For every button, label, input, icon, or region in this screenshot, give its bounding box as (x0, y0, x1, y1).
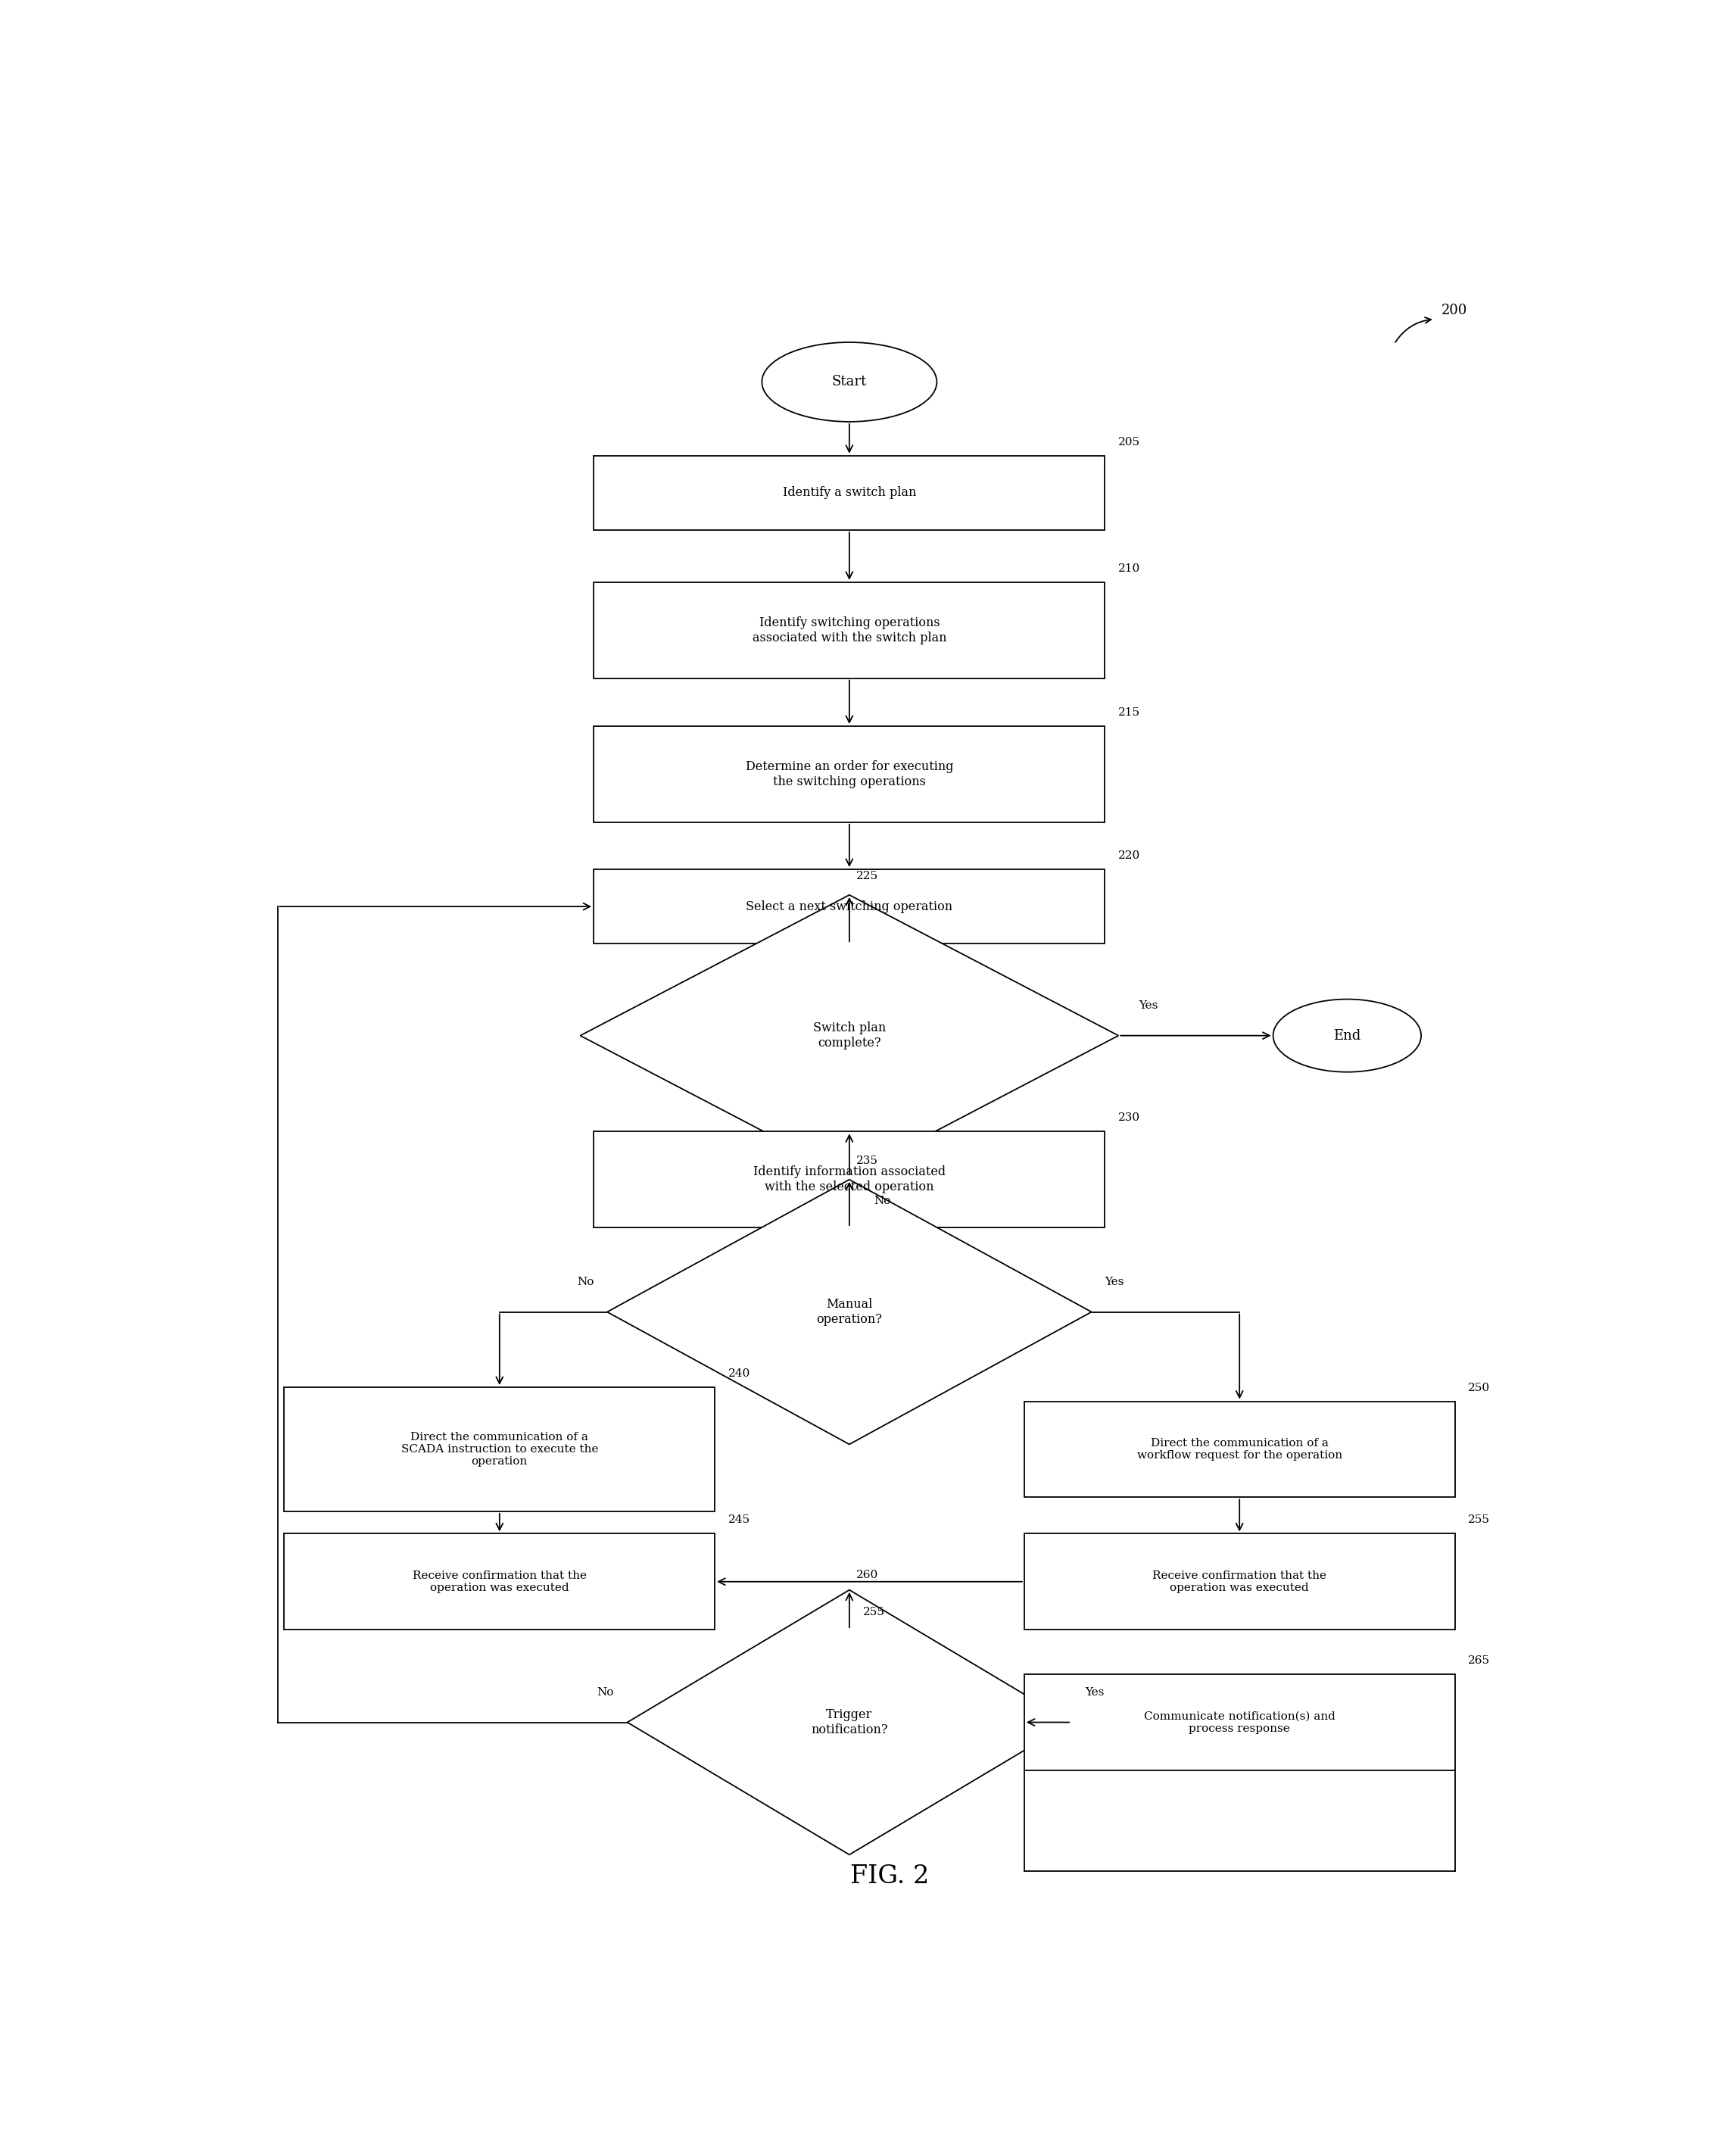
Text: 215: 215 (1118, 707, 1141, 718)
Text: 250: 250 (1469, 1382, 1489, 1393)
Text: Trigger
notification?: Trigger notification? (811, 1708, 887, 1736)
Polygon shape (608, 1180, 1092, 1444)
FancyBboxPatch shape (594, 582, 1106, 679)
Text: Start: Start (832, 376, 866, 389)
Text: Communicate notification(s) and
process response: Communicate notification(s) and process … (1144, 1711, 1335, 1734)
Text: Select a next switching operation: Select a next switching operation (746, 900, 953, 913)
Text: 265: 265 (1469, 1655, 1489, 1665)
Text: 235: 235 (856, 1156, 878, 1167)
FancyBboxPatch shape (1024, 1401, 1455, 1498)
Text: 255: 255 (1469, 1515, 1489, 1526)
Text: 240: 240 (729, 1369, 750, 1380)
Text: FIG. 2: FIG. 2 (851, 1863, 929, 1889)
Text: Identify switching operations
associated with the switch plan: Identify switching operations associated… (752, 617, 946, 645)
Text: Switch plan
complete?: Switch plan complete? (812, 1021, 885, 1049)
Text: Receive confirmation that the
operation was executed: Receive confirmation that the operation … (1153, 1571, 1326, 1592)
FancyBboxPatch shape (594, 726, 1106, 823)
Text: 220: 220 (1118, 851, 1141, 862)
Text: Yes: Yes (1085, 1687, 1104, 1698)
Text: 230: 230 (1118, 1113, 1141, 1124)
Text: No: No (597, 1687, 615, 1698)
Text: 225: 225 (856, 870, 878, 881)
Text: Yes: Yes (1139, 1001, 1158, 1012)
Ellipse shape (762, 342, 937, 421)
Text: 210: 210 (1118, 563, 1141, 574)
Text: Identify information associated
with the selected operation: Identify information associated with the… (753, 1165, 946, 1193)
FancyBboxPatch shape (594, 1133, 1106, 1227)
Text: Identify a switch plan: Identify a switch plan (783, 486, 917, 499)
Text: Receive confirmation that the
operation was executed: Receive confirmation that the operation … (413, 1571, 587, 1592)
Ellipse shape (1272, 999, 1422, 1072)
FancyBboxPatch shape (1024, 1674, 1455, 1771)
Text: 255: 255 (863, 1607, 885, 1616)
Text: Direct the communication of a
workflow request for the operation: Direct the communication of a workflow r… (1137, 1438, 1342, 1461)
FancyBboxPatch shape (285, 1388, 715, 1511)
Text: No: No (873, 1195, 891, 1206)
Text: End: End (1333, 1029, 1361, 1042)
Polygon shape (580, 894, 1118, 1176)
FancyBboxPatch shape (594, 456, 1106, 531)
FancyBboxPatch shape (594, 870, 1106, 943)
Text: Direct the communication of a
SCADA instruction to execute the
operation: Direct the communication of a SCADA inst… (401, 1431, 599, 1468)
Text: Determine an order for executing
the switching operations: Determine an order for executing the swi… (745, 761, 953, 789)
Text: 260: 260 (856, 1569, 878, 1580)
FancyBboxPatch shape (1024, 1534, 1455, 1629)
Text: 245: 245 (729, 1515, 750, 1526)
Text: No: No (576, 1277, 594, 1287)
Text: Yes: Yes (1106, 1277, 1125, 1287)
Text: 205: 205 (1118, 436, 1141, 447)
FancyBboxPatch shape (285, 1534, 715, 1629)
Text: Manual
operation?: Manual operation? (816, 1298, 882, 1326)
Text: 200: 200 (1441, 303, 1467, 318)
Polygon shape (627, 1590, 1071, 1855)
